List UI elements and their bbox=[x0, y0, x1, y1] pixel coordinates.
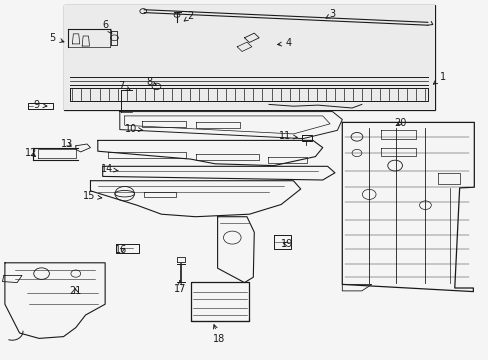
Text: 13: 13 bbox=[61, 139, 74, 149]
Text: 17: 17 bbox=[173, 281, 186, 294]
Text: 15: 15 bbox=[83, 191, 102, 201]
Text: 3: 3 bbox=[325, 9, 335, 19]
Text: 11: 11 bbox=[278, 131, 297, 141]
Text: 9: 9 bbox=[34, 100, 47, 110]
Text: 16: 16 bbox=[115, 245, 127, 255]
Text: 8: 8 bbox=[146, 77, 156, 87]
Bar bbox=[63, 5, 434, 110]
Text: 20: 20 bbox=[393, 118, 406, 128]
Text: 21: 21 bbox=[69, 286, 82, 296]
Text: 10: 10 bbox=[124, 123, 142, 134]
Text: 12: 12 bbox=[25, 148, 38, 158]
Text: 14: 14 bbox=[100, 164, 118, 174]
Text: 7: 7 bbox=[118, 81, 130, 91]
Text: 6: 6 bbox=[102, 20, 112, 33]
Text: 5: 5 bbox=[50, 33, 64, 43]
Text: 19: 19 bbox=[281, 239, 293, 249]
Bar bbox=[63, 5, 434, 110]
Text: 2: 2 bbox=[184, 11, 193, 21]
Text: 18: 18 bbox=[212, 325, 225, 344]
Text: 1: 1 bbox=[432, 72, 445, 84]
Text: 4: 4 bbox=[277, 38, 291, 48]
